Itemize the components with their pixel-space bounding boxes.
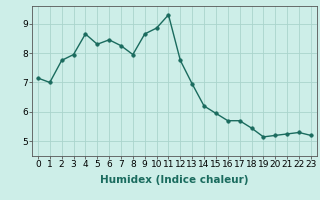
X-axis label: Humidex (Indice chaleur): Humidex (Indice chaleur) <box>100 175 249 185</box>
